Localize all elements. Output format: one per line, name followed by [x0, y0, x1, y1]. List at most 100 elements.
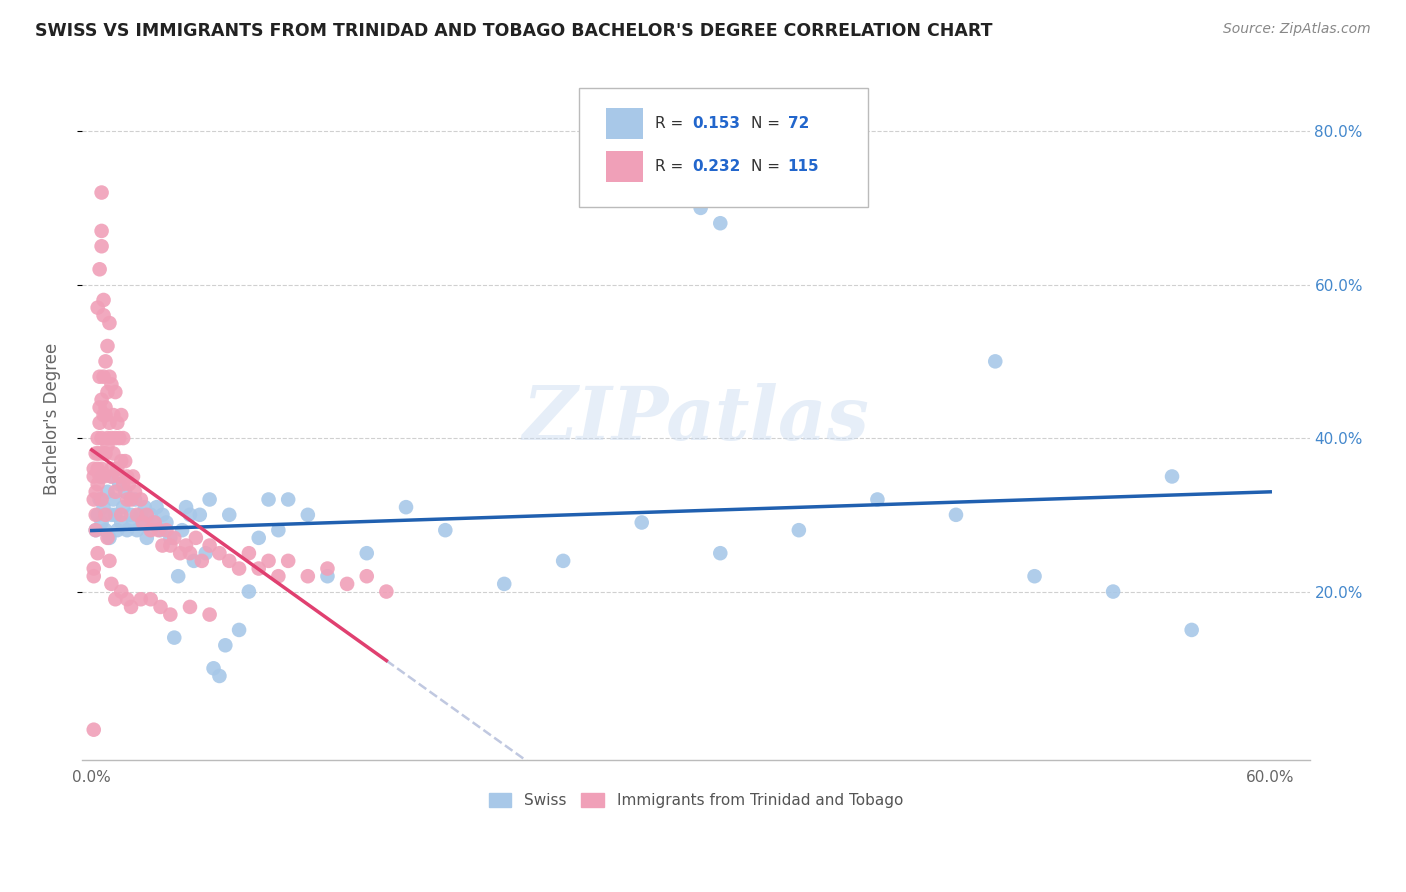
Point — [90, 186, 112, 200]
FancyBboxPatch shape — [579, 87, 868, 207]
Point — [124, 492, 146, 507]
Point — [84, 523, 107, 537]
Point — [267, 523, 290, 537]
Point — [135, 531, 157, 545]
Point — [105, 523, 128, 537]
Point — [94, 401, 117, 415]
Text: N =: N = — [751, 116, 785, 131]
Point — [104, 508, 127, 522]
Point — [149, 523, 172, 537]
Point — [103, 408, 125, 422]
Point — [96, 439, 118, 453]
Point — [125, 523, 148, 537]
Point — [297, 508, 319, 522]
Point — [90, 516, 112, 530]
Point — [114, 454, 136, 468]
Point — [86, 477, 108, 491]
Point — [86, 462, 108, 476]
FancyBboxPatch shape — [606, 151, 643, 182]
Point — [198, 607, 221, 622]
Point — [149, 599, 172, 614]
Point — [198, 492, 221, 507]
Point — [112, 500, 135, 515]
Point — [96, 385, 118, 400]
Point — [93, 500, 115, 515]
Point — [257, 492, 280, 507]
Point — [103, 492, 125, 507]
Text: Source: ZipAtlas.com: Source: ZipAtlas.com — [1223, 22, 1371, 37]
Point — [152, 508, 174, 522]
Point — [98, 416, 121, 430]
Point — [112, 431, 135, 445]
Point — [139, 508, 162, 522]
Point — [148, 523, 170, 537]
Point — [90, 224, 112, 238]
Point — [98, 531, 121, 545]
Point — [172, 523, 194, 537]
Point — [689, 201, 711, 215]
Point — [93, 446, 115, 460]
Point — [553, 554, 575, 568]
Point — [96, 431, 118, 445]
Point — [143, 516, 166, 530]
Point — [218, 554, 240, 568]
Point — [208, 669, 231, 683]
Point — [115, 492, 138, 507]
Point — [98, 316, 121, 330]
Point — [167, 569, 190, 583]
Point — [84, 446, 107, 460]
Point — [945, 508, 967, 522]
Point — [179, 508, 201, 522]
Point — [247, 531, 270, 545]
Point — [122, 516, 145, 530]
Point — [139, 523, 162, 537]
Point — [108, 477, 131, 491]
Point — [90, 492, 112, 507]
Point — [90, 239, 112, 253]
Point — [709, 216, 731, 230]
Point — [100, 377, 122, 392]
Point — [120, 508, 142, 522]
Point — [1161, 469, 1184, 483]
Point — [218, 508, 240, 522]
Point — [214, 638, 236, 652]
Point — [336, 577, 359, 591]
Point — [129, 508, 152, 522]
Point — [93, 293, 115, 307]
Point — [86, 546, 108, 560]
Point — [709, 546, 731, 560]
Point — [122, 469, 145, 483]
Text: 72: 72 — [787, 116, 810, 131]
Point — [120, 492, 142, 507]
Point — [103, 446, 125, 460]
Point — [135, 508, 157, 522]
Point — [155, 523, 177, 537]
Text: 0.232: 0.232 — [692, 159, 741, 174]
Text: R =: R = — [655, 116, 689, 131]
Point — [110, 508, 132, 522]
Point — [98, 554, 121, 568]
Point — [93, 469, 115, 483]
Point — [112, 477, 135, 491]
Point — [90, 392, 112, 407]
Point — [94, 523, 117, 537]
Point — [163, 531, 186, 545]
Point — [83, 469, 105, 483]
Point — [83, 569, 105, 583]
Point — [125, 508, 148, 522]
Point — [228, 623, 250, 637]
Point — [1181, 623, 1204, 637]
Point — [134, 500, 156, 515]
Point — [228, 561, 250, 575]
Text: ZIPatlas: ZIPatlas — [522, 383, 869, 455]
Point — [184, 531, 207, 545]
Point — [208, 546, 231, 560]
Point — [100, 577, 122, 591]
Point — [174, 539, 197, 553]
Point — [110, 408, 132, 422]
Point — [86, 301, 108, 315]
Point — [787, 523, 810, 537]
Point — [188, 508, 211, 522]
Point — [110, 454, 132, 468]
Text: R =: R = — [655, 159, 689, 174]
